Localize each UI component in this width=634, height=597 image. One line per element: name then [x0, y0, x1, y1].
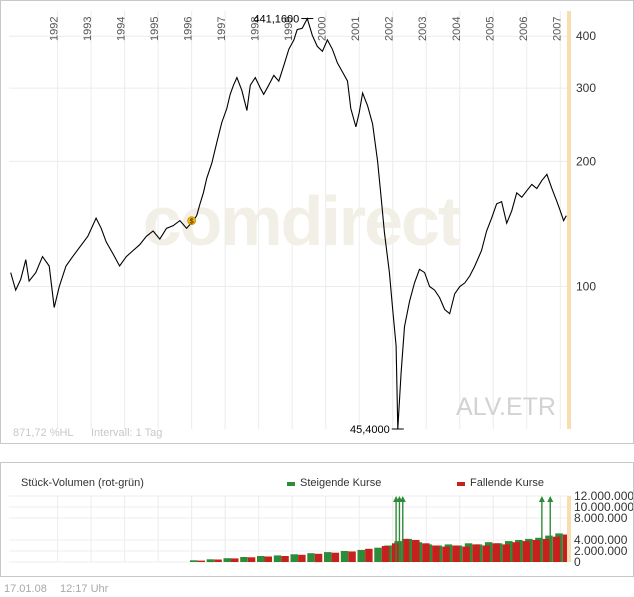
- volume-bar-falling: [472, 544, 480, 562]
- max-label: 441,1600: [253, 14, 299, 26]
- volume-bar-rising: [324, 552, 332, 562]
- symbol-label: ALV.ETR: [456, 393, 556, 421]
- volume-bar-rising: [240, 557, 248, 562]
- volume-bar-rising: [190, 560, 198, 562]
- volume-bar-falling: [281, 556, 289, 562]
- volume-bar-rising: [273, 555, 282, 562]
- year-tick-label: 1997: [216, 17, 228, 41]
- price-chart: comdirect 1992 1993 1994 1995 1996 1997 1998 19…: [9, 11, 596, 439]
- legend-falling-swatch: [457, 482, 465, 486]
- volume-bar-rising: [307, 553, 315, 562]
- legend-rising-label: Steigende Kurse: [300, 477, 381, 489]
- year-tick-label: 2004: [451, 17, 463, 41]
- volume-bar-falling: [381, 546, 390, 562]
- price-series-line: [10, 17, 567, 430]
- volume-bar-falling: [432, 545, 440, 562]
- volume-tick-label: 0: [574, 555, 581, 569]
- price-tick-label: 400: [576, 29, 596, 43]
- year-tick-label: 2007: [551, 17, 563, 41]
- volume-bar-rising: [290, 554, 298, 562]
- dividend-marker: [187, 216, 196, 225]
- volume-bar-falling: [365, 548, 373, 562]
- volume-title: Stück-Volumen (rot-grün): [21, 477, 144, 489]
- year-tick-label: 1993: [82, 17, 94, 41]
- volume-chart-panel: Stück-Volumen (rot-grün) Steigende Kurse…: [0, 462, 634, 577]
- volume-bar-falling: [482, 545, 490, 562]
- volume-bar-falling: [422, 543, 430, 562]
- volume-bar-falling: [532, 540, 541, 562]
- year-tick-label: 2000: [317, 17, 329, 41]
- volume-bar-falling: [348, 551, 356, 562]
- year-tick-label: 2005: [484, 17, 496, 41]
- volume-bar-rising: [374, 547, 382, 562]
- year-tick-label: 2003: [417, 17, 429, 41]
- volume-bar-falling: [442, 546, 450, 562]
- change-info: 871,72 %HL: [13, 427, 74, 439]
- price-chart-panel: comdirect 1992 1993 1994 1995 1996 1997 1998 19…: [0, 0, 634, 444]
- min-label: 45,4000: [350, 424, 390, 436]
- watermark: comdirect: [143, 182, 461, 260]
- current-range-bar: [567, 11, 571, 429]
- volume-bar-falling: [502, 544, 510, 562]
- volume-bar-falling: [247, 557, 256, 562]
- year-tick-label: 2002: [384, 17, 396, 41]
- volume-bar-rising: [340, 551, 349, 562]
- legend-falling-label: Fallende Kurse: [470, 477, 544, 489]
- volume-bar-falling: [522, 541, 531, 562]
- footer-date: 17.01.08: [4, 583, 47, 595]
- price-tick-label: 300: [576, 81, 596, 95]
- volume-bar-falling: [452, 545, 460, 562]
- price-tick-label: 200: [576, 154, 596, 168]
- volume-bar-falling: [331, 552, 340, 562]
- volume-bar-falling: [512, 542, 520, 562]
- dividend-marker-label: $: [190, 219, 194, 226]
- volume-current-bar: [567, 496, 571, 562]
- volume-bar-falling: [314, 553, 323, 563]
- footer-time: 12:17 Uhr: [60, 583, 109, 595]
- volume-bar-rising: [206, 559, 215, 563]
- volume-tick-label: 12.000.000: [574, 489, 633, 503]
- volume-overflow-arrow: [399, 496, 406, 502]
- year-tick-label: 1992: [49, 17, 61, 41]
- volume-bar-falling: [298, 554, 306, 562]
- volume-bar-rising: [357, 549, 365, 562]
- volume-overflow-arrow: [538, 496, 545, 502]
- year-tick-label: 1995: [149, 17, 161, 41]
- volume-bar-falling: [562, 534, 571, 562]
- year-tick-label: 1994: [116, 17, 128, 41]
- volume-bar-rising: [223, 558, 231, 562]
- volume-tick-label: 4.000.000: [574, 533, 628, 547]
- volume-tick-label: 8.000.000: [574, 511, 628, 525]
- volume-bar-falling: [542, 538, 551, 562]
- year-tick-label: 2001: [350, 17, 362, 41]
- volume-bar-falling: [231, 558, 239, 562]
- volume-chart: Stück-Volumen (rot-grün) Steigende Kurse…: [9, 477, 634, 569]
- volume-bar-falling: [412, 540, 420, 562]
- volume-bar-falling: [492, 543, 500, 562]
- year-tick-label: 1996: [183, 17, 195, 41]
- year-tick-label: 1998: [250, 17, 262, 41]
- volume-bar-falling: [462, 546, 470, 562]
- volume-bar-falling: [401, 538, 410, 562]
- volume-bar-falling: [552, 536, 561, 562]
- interval-info: Intervall: 1 Tag: [91, 427, 162, 439]
- volume-bar-falling: [197, 560, 205, 562]
- volume-tick-label: 10.000.000: [574, 500, 633, 514]
- volume-bar-rising: [257, 556, 265, 562]
- legend-rising-swatch: [287, 482, 295, 486]
- price-tick-label: 100: [576, 279, 596, 293]
- volume-tick-label: 2.000.000: [574, 544, 628, 558]
- volume-bar-falling: [264, 556, 272, 562]
- volume-overflow-arrow: [547, 496, 554, 502]
- volume-bar-falling: [214, 559, 222, 562]
- year-tick-label: 1999: [283, 17, 295, 41]
- year-tick-label: 2006: [518, 17, 530, 41]
